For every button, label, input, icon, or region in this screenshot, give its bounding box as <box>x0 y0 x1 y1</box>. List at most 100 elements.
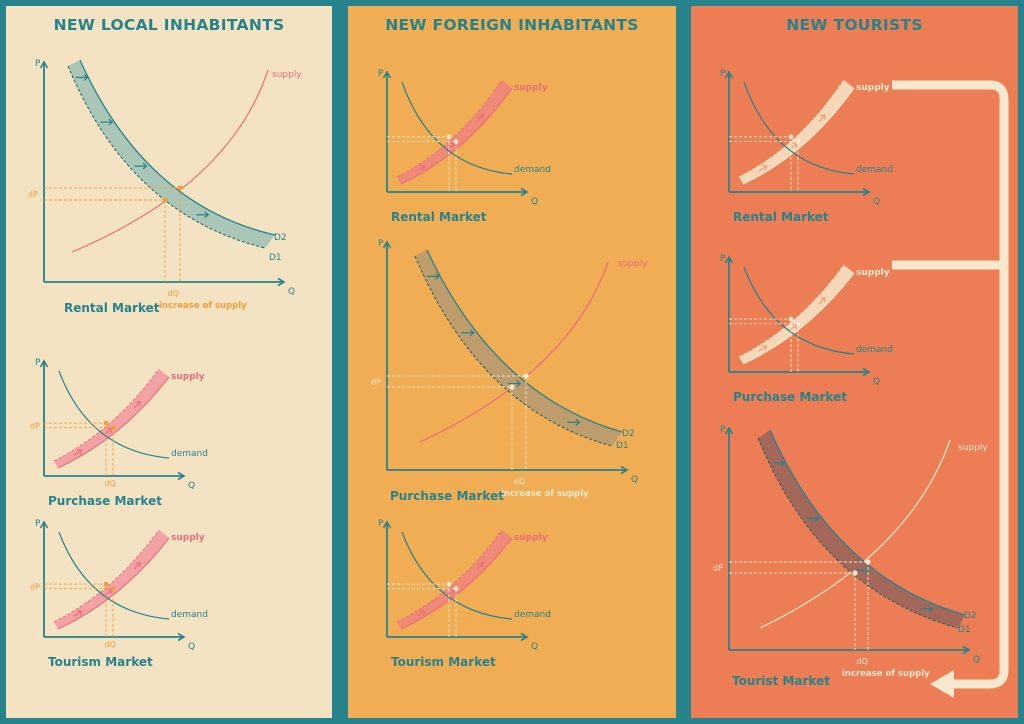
shift-arrow <box>567 418 581 426</box>
supply-label: supply <box>856 268 890 278</box>
dq-label: dQ <box>168 289 179 298</box>
market-title: Rental Market <box>64 301 160 315</box>
shift-arrow <box>476 114 484 123</box>
demand-curve <box>58 531 170 620</box>
supply-shift-band <box>739 80 854 184</box>
equilibrium-point <box>446 134 452 140</box>
arrow-shaft <box>104 588 113 596</box>
demand-curve <box>58 370 170 459</box>
y-axis-arrowhead <box>382 520 392 529</box>
arrow-head <box>780 459 786 467</box>
p-axis-label: P <box>35 519 41 529</box>
p-axis-label: P <box>378 239 384 249</box>
p-axis-label: P <box>720 425 726 435</box>
y-axis-arrowhead <box>39 359 49 368</box>
demand-curve-d2 <box>426 249 623 433</box>
supply-curve-s2 <box>400 87 513 185</box>
x-axis-arrowhead <box>962 645 971 655</box>
arrow-shaft <box>416 610 425 617</box>
supply-label: supply <box>171 372 205 382</box>
demand-shift-band <box>415 250 622 446</box>
shift-arrow <box>75 73 89 81</box>
shift-arrow <box>806 515 820 522</box>
dp-label: dP <box>30 421 40 430</box>
arrow-head <box>83 73 89 81</box>
p-axis-label: P <box>720 254 726 264</box>
arrow-head <box>419 164 426 171</box>
market-title: Tourism Market <box>48 655 153 669</box>
arrow-head <box>761 345 768 351</box>
arrow-head <box>478 114 484 120</box>
arrow-shaft <box>73 449 82 456</box>
supply-label: supply <box>618 259 648 269</box>
feedback-arrow-head <box>930 670 954 698</box>
panel-foreign-inhabitants: NEW FOREIGN INHABITANTS <box>348 6 676 718</box>
supply-label: supply <box>272 70 302 80</box>
q-axis-label: Q <box>873 197 880 207</box>
demand-shift-band <box>68 60 275 248</box>
demand-label: demand <box>856 345 893 355</box>
arrow-shaft <box>818 114 826 123</box>
arrow-shaft <box>416 165 425 172</box>
dp-label: dP <box>28 190 38 199</box>
demand-shift-band <box>758 430 965 628</box>
x-axis-arrowhead <box>620 465 629 475</box>
arrow-head <box>820 114 826 120</box>
shift-arrow <box>758 164 768 172</box>
shift-arrow <box>856 566 870 574</box>
equilibrium-point <box>795 139 801 145</box>
arrow-head <box>419 610 426 616</box>
increase-of-supply-label: increase of supply <box>501 489 589 499</box>
shift-arrow <box>920 605 934 613</box>
arrow-head <box>820 296 826 303</box>
shift-arrow <box>416 164 426 172</box>
d2-label: D2 <box>274 233 287 243</box>
shift-arrow <box>73 610 83 617</box>
arrow-head <box>76 610 83 616</box>
arrow-head <box>928 605 934 613</box>
dq-label: dQ <box>105 479 116 488</box>
shift-arrow <box>758 345 768 352</box>
x-axis-arrowhead <box>177 471 186 481</box>
market-title: Tourist Market <box>732 674 830 688</box>
d2-label: D2 <box>964 611 977 621</box>
p-axis-label: P <box>35 59 41 69</box>
arrow-head <box>76 449 83 455</box>
y-axis-arrowhead <box>724 255 734 264</box>
arrow-head <box>761 164 768 171</box>
feedback-arrow-path <box>892 80 1009 689</box>
shift-arrow <box>818 296 826 305</box>
demand-curve-d1 <box>67 65 266 249</box>
shift-arrow <box>461 329 475 337</box>
q-axis-label: Q <box>188 481 195 491</box>
supply-shift-band <box>54 369 169 468</box>
supply-label: supply <box>171 533 205 543</box>
shift-arrow <box>476 561 484 570</box>
demand-curve <box>401 81 513 175</box>
shift-arrow <box>416 610 426 617</box>
supply-label: supply <box>514 533 548 543</box>
equilibrium-point <box>453 139 459 145</box>
equilibrium-point <box>509 384 515 390</box>
q-axis-label: Q <box>631 475 638 485</box>
panel-local-inhabitants: NEW LOCAL INHABITANTS <box>6 6 332 718</box>
arrow-shaft <box>133 562 141 570</box>
y-axis-arrowhead <box>724 70 734 79</box>
market-title: Purchase Market <box>390 489 504 503</box>
equilibrium-point <box>865 559 871 565</box>
arrow-shaft <box>758 345 767 352</box>
arrow-shaft <box>104 427 113 435</box>
shift-arrow <box>427 272 440 280</box>
equilibrium-point <box>453 586 459 592</box>
arrow-shaft <box>476 562 484 570</box>
equilibrium-point <box>523 373 529 379</box>
d2-label: D2 <box>622 429 635 439</box>
arrow-head <box>142 162 148 170</box>
market-title: Tourism Market <box>391 655 496 669</box>
demand-curve-d2 <box>769 429 966 616</box>
